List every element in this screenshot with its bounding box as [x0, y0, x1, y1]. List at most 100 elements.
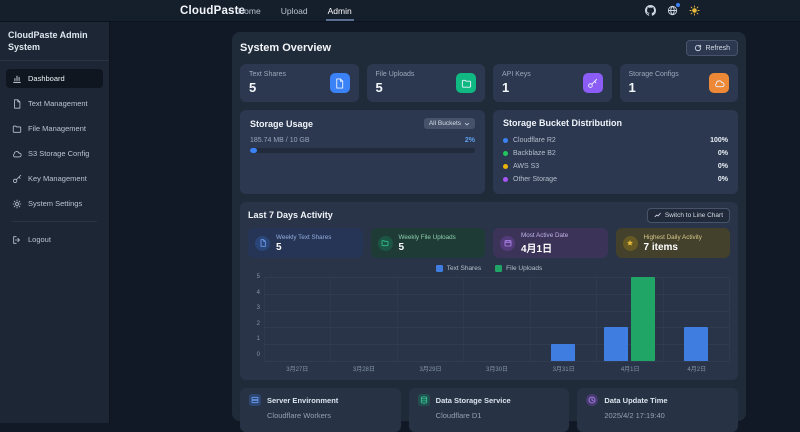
refresh-button[interactable]: Refresh — [686, 40, 738, 56]
calendar-icon — [500, 235, 515, 251]
sidebar-item-label: S3 Storage Config — [28, 149, 90, 159]
stat-value: 5 — [249, 80, 257, 95]
legend-swatch — [435, 265, 443, 272]
page-title: System Overview — [240, 42, 332, 54]
sidebar-item-dashboard[interactable]: Dashboard — [6, 69, 103, 89]
cloud-icon — [12, 149, 22, 159]
nav-link-home[interactable]: Home — [238, 5, 261, 16]
chart-bar-icon — [12, 74, 22, 84]
gridline — [264, 361, 729, 362]
brand-logo[interactable]: CloudPaste — [180, 4, 246, 17]
folder-icon — [456, 73, 476, 93]
sidebar-item-label: Logout — [28, 235, 51, 245]
stat-card-storage-configs: Storage Configs 1 — [619, 64, 738, 102]
y-tick-label: 2 — [256, 320, 260, 327]
bucket-percent: 0% — [717, 176, 728, 183]
mini-stat-value: 5 — [276, 241, 282, 253]
footer-card-label: Server Environment — [267, 395, 339, 405]
sidebar-item-label: File Management — [28, 124, 86, 134]
switch-chart-button[interactable]: Switch to Line Chart — [646, 207, 730, 223]
document-icon — [329, 73, 350, 93]
clock-icon — [586, 394, 599, 406]
bucket-label: Backblaze B2 — [513, 150, 556, 157]
nav-link-admin[interactable]: Admin — [325, 0, 354, 21]
stat-label: File Uploads — [375, 71, 415, 78]
bucket-dot — [503, 177, 508, 182]
legend-item[interactable]: File Uploads — [495, 265, 542, 272]
y-tick-label: 0 — [256, 351, 260, 358]
y-tick-label: 1 — [256, 336, 260, 343]
sidebar-item-system-settings[interactable]: System Settings — [6, 194, 103, 213]
gear-icon — [12, 199, 22, 209]
x-tick-label: 3月29日 — [419, 367, 442, 373]
nav-link-upload[interactable]: Upload — [280, 5, 308, 16]
gridline — [264, 293, 729, 295]
theme-sun-icon[interactable] — [689, 5, 700, 16]
bucket-percent: 100% — [710, 137, 728, 144]
system-overview-panel: System Overview Refresh Text Shares 5 Fi… — [232, 32, 746, 432]
sidebar-item-logout[interactable]: Logout — [6, 230, 103, 249]
bar-text-shares — [551, 344, 576, 361]
bar-text-shares — [684, 327, 709, 361]
sidebar-item-s3-storage-config[interactable]: S3 Storage Config — [6, 144, 103, 163]
chevron-down-icon — [464, 121, 470, 127]
bucket-dot — [503, 151, 508, 156]
database-icon — [417, 394, 430, 406]
bucket-filter-value: All Buckets — [428, 120, 461, 127]
bucket-dot — [503, 138, 508, 143]
bucket-percent: 0% — [717, 163, 728, 170]
mini-stat-highest-daily-activity: Highest Daily Activity 7 items — [615, 228, 730, 258]
folder-icon — [12, 124, 22, 134]
activity-bar-chart: Text Shares File Uploads 5 4 3 2 1 0 3月27日 3月28… — [248, 264, 730, 373]
bucket-label: Other Storage — [513, 176, 557, 183]
footer-card-label: Data Update Time — [604, 395, 668, 405]
bucket-distribution-card: Storage Bucket Distribution Cloudflare R… — [493, 110, 738, 194]
footer-card-value: Cloudflare Workers — [267, 411, 332, 420]
navbar-icons — [645, 3, 700, 16]
chart-column — [264, 277, 330, 361]
chart-column — [529, 277, 596, 361]
sidebar-item-key-management[interactable]: Key Management — [6, 169, 103, 188]
chart-column — [396, 277, 463, 361]
sidebar-item-label: Key Management — [28, 174, 87, 184]
key-icon — [12, 174, 22, 184]
x-tick-label: 4月1日 — [620, 367, 640, 373]
footer-card-value: 2025/4/2 17:19:40 — [604, 411, 665, 420]
storage-progress-bar — [250, 148, 475, 153]
distribution-row: Backblaze B2 0% — [503, 147, 728, 160]
usage-percent: 2% — [464, 137, 475, 144]
gridline — [264, 344, 729, 346]
activity-card: Last 7 Days Activity Switch to Line Char… — [240, 202, 738, 380]
bucket-label: Cloudflare R2 — [513, 137, 556, 144]
stat-label: Text Shares — [249, 71, 286, 78]
bucket-filter-dropdown[interactable]: All Buckets — [423, 118, 475, 129]
document-icon — [12, 99, 22, 109]
chart-legend: Text Shares File Uploads — [248, 264, 730, 273]
legend-item[interactable]: Text Shares — [435, 265, 481, 272]
sidebar-item-text-management[interactable]: Text Management — [6, 94, 103, 113]
y-tick-label: 4 — [256, 289, 260, 296]
x-tick-label: 3月27日 — [286, 367, 309, 373]
sidebar-item-file-management[interactable]: File Management — [6, 119, 103, 138]
mini-stat-value: 7 items — [643, 241, 678, 253]
mini-stat-value: 4月1日 — [521, 243, 553, 255]
bar-file-uploads — [631, 277, 656, 361]
distribution-row: AWS S3 0% — [503, 160, 728, 173]
stat-label: Storage Configs — [628, 71, 679, 78]
mini-stat-weekly-file-uploads: Weekly File Uploads 5 — [370, 228, 485, 258]
server-icon — [249, 394, 261, 406]
refresh-label: Refresh — [705, 44, 730, 52]
footer-card-value: Cloudflare D1 — [435, 411, 482, 420]
sidebar-item-label: Text Management — [28, 99, 88, 109]
top-navbar: CloudPaste Home Upload Admin — [0, 0, 800, 22]
mini-stat-label: Highest Daily Activity — [643, 233, 702, 241]
github-icon[interactable] — [645, 5, 656, 16]
data-update-time-card: Data Update Time 2025/4/2 17:19:40 — [577, 388, 738, 432]
language-icon[interactable] — [667, 3, 680, 16]
chart-column — [330, 277, 396, 361]
sidebar-item-label: Dashboard — [28, 74, 65, 84]
legend-swatch — [495, 265, 503, 272]
document-icon — [255, 235, 270, 251]
mini-stat-label: Weekly File Uploads — [398, 233, 456, 241]
mini-stat-value: 5 — [398, 241, 405, 253]
